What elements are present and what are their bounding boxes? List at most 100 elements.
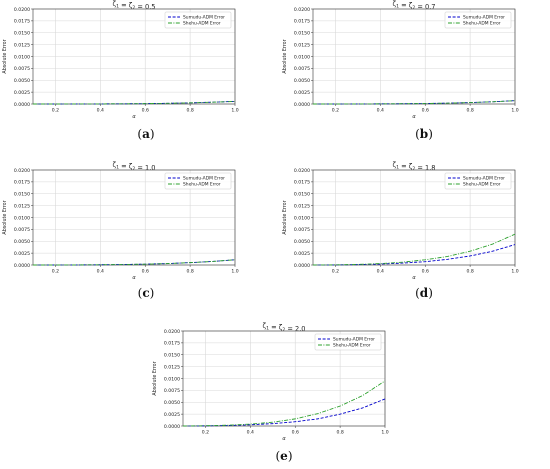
y-tick-label: 0.0025: [14, 90, 30, 96]
panel-caption: (b): [415, 127, 433, 141]
legend-box: [164, 172, 232, 190]
x-tick-label: 0.6: [142, 269, 149, 275]
y-tick-label: 0.0175: [14, 19, 30, 25]
y-tick-label: 0.0100: [164, 376, 180, 382]
x-tick-label: 0.2: [332, 269, 339, 275]
panel-caption: (d): [415, 286, 433, 300]
y-tick-label: 0.0050: [294, 78, 310, 84]
y-tick-label: 0.0075: [294, 66, 310, 72]
x-tick-label: 1.0: [511, 269, 518, 275]
y-tick-label: 0.0150: [164, 353, 180, 359]
y-tick-label: 0.0200: [164, 329, 180, 335]
x-axis-label: α: [282, 436, 286, 442]
chart-panel-a: ζ1 = ζ2 = 0.5 0.0000 0.0025 0.0050 0.0075 0.0…: [2, 0, 239, 141]
chart-title: ζ1 = ζ2 = 2.0: [263, 322, 306, 333]
y-tick-label: 0.0100: [294, 54, 310, 60]
legend-label: Shehu-ADM Error: [183, 21, 221, 27]
y-axis-label: Absolute Error: [2, 39, 8, 73]
x-tick-label: 0.6: [142, 108, 149, 114]
y-tick-label: 0.0150: [14, 31, 30, 37]
x-axis-label: α: [132, 114, 136, 120]
panel-caption: (c): [138, 286, 155, 300]
series-line-shehu-adm: [312, 233, 516, 266]
x-tick-label: 0.2: [52, 269, 59, 275]
chart-panel-d: ζ1 = ζ2 = 1.8 0.0000 0.0025 0.0050 0.0075 0.0…: [282, 161, 519, 300]
x-axis-label: α: [132, 275, 136, 281]
y-tick-label: 0.0075: [14, 66, 30, 72]
y-axis-label: Absolute Error: [2, 200, 8, 234]
y-axis-label: Absolute Error: [282, 200, 288, 234]
y-tick-label: 0.0125: [164, 364, 180, 370]
panel-caption: (a): [137, 127, 154, 141]
legend-label: Shehu-ADM Error: [463, 21, 501, 27]
y-tick-label: 0.0200: [14, 7, 30, 13]
legend-label: Shehu-ADM Error: [333, 343, 371, 349]
chart-panel-e: ζ1 = ζ2 = 2.0 0.0000 0.0025 0.0050 0.0075 0.0…: [152, 322, 389, 463]
y-tick-label: 0.0125: [294, 203, 310, 209]
x-axis-label: α: [412, 114, 416, 120]
series-line-shehu-adm: [182, 380, 386, 427]
chart-title: ζ1 = ζ2 = 0.7: [393, 0, 436, 11]
x-tick-label: 0.8: [466, 269, 473, 275]
x-tick-label: 0.6: [422, 108, 429, 114]
legend-label: Sumudu-ADM Error: [183, 15, 225, 21]
y-tick-label: 0.0150: [294, 192, 310, 198]
y-tick-label: 0.0025: [164, 412, 180, 418]
y-tick-label: 0.0175: [14, 180, 30, 186]
x-tick-label: 0.2: [332, 108, 339, 114]
panel-caption: (e): [275, 449, 292, 463]
y-tick-label: 0.0150: [14, 192, 30, 198]
x-tick-label: 0.2: [202, 430, 209, 436]
y-tick-label: 0.0125: [14, 203, 30, 209]
y-tick-label: 0.0000: [14, 102, 30, 108]
x-tick-label: 0.4: [97, 269, 104, 275]
y-tick-label: 0.0100: [294, 215, 310, 221]
y-tick-label: 0.0025: [294, 251, 310, 257]
y-tick-label: 0.0025: [294, 90, 310, 96]
legend-label: Sumudu-ADM Error: [463, 176, 505, 182]
series-line-shehu-adm: [33, 259, 236, 266]
legend-box: [444, 11, 512, 29]
y-tick-label: 0.0050: [294, 239, 310, 245]
legend-label: Sumudu-ADM Error: [463, 15, 505, 21]
y-tick-label: 0.0100: [14, 215, 30, 221]
legend-box: [314, 333, 382, 351]
chart-title: ζ1 = ζ2 = 0.5: [113, 0, 156, 11]
y-tick-label: 0.0050: [14, 239, 30, 245]
x-tick-label: 0.8: [466, 108, 473, 114]
legend-box: [444, 172, 512, 190]
x-tick-label: 0.8: [186, 108, 193, 114]
y-tick-label: 0.0100: [14, 54, 30, 60]
x-tick-label: 0.4: [377, 108, 384, 114]
x-tick-label: 0.4: [247, 430, 254, 436]
legend-label: Shehu-ADM Error: [463, 182, 501, 188]
legend-label: Sumudu-ADM Error: [183, 176, 225, 182]
x-tick-label: 0.6: [292, 430, 299, 436]
y-tick-label: 0.0000: [14, 263, 30, 269]
y-tick-label: 0.0075: [164, 388, 180, 394]
chart-panel-b: ζ1 = ζ2 = 0.7 0.0000 0.0025 0.0050 0.0075 0.0…: [282, 0, 519, 141]
y-tick-label: 0.0000: [164, 424, 180, 430]
x-tick-label: 1.0: [381, 430, 388, 436]
y-tick-label: 0.0050: [14, 78, 30, 84]
x-tick-label: 0.6: [422, 269, 429, 275]
y-tick-label: 0.0200: [294, 168, 310, 174]
y-tick-label: 0.0000: [294, 263, 310, 269]
legend-label: Shehu-ADM Error: [183, 182, 221, 188]
chart-title: ζ1 = ζ2 = 1.8: [393, 161, 436, 172]
x-tick-label: 1.0: [231, 269, 238, 275]
y-tick-label: 0.0200: [294, 7, 310, 13]
legend-label: Sumudu-ADM Error: [333, 337, 375, 343]
x-tick-label: 1.0: [231, 108, 238, 114]
y-tick-label: 0.0075: [14, 227, 30, 233]
x-tick-label: 0.4: [377, 269, 384, 275]
y-tick-label: 0.0000: [294, 102, 310, 108]
y-tick-label: 0.0200: [14, 168, 30, 174]
chart-title: ζ1 = ζ2 = 1.0: [113, 161, 156, 172]
series-line-shehu-adm: [33, 100, 236, 105]
